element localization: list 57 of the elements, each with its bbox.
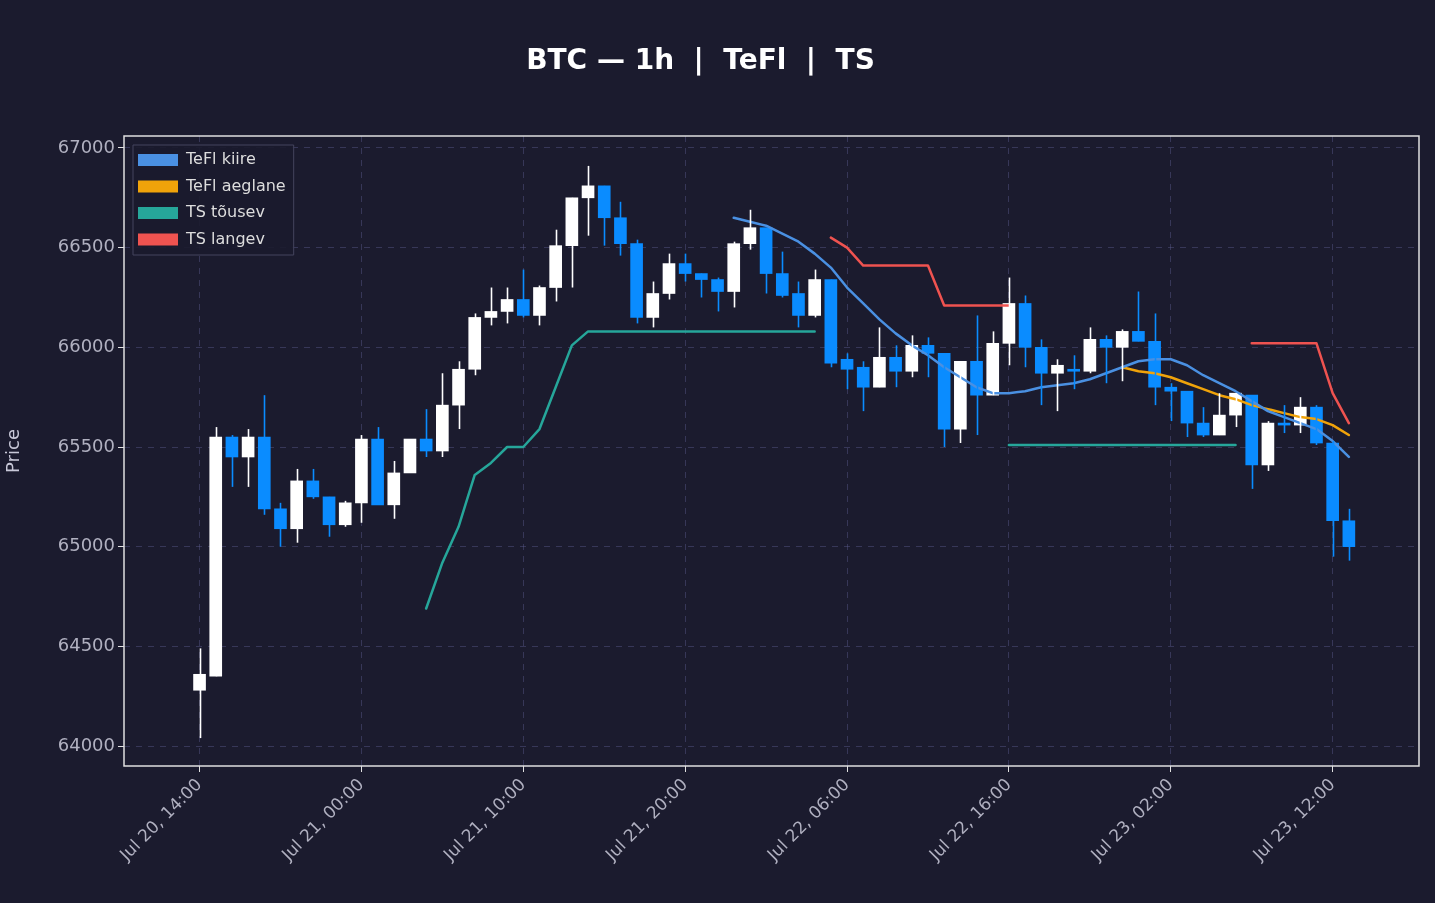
candlestick (727, 240, 741, 309)
candlestick (290, 468, 303, 544)
candlestick (1326, 440, 1339, 558)
candlestick (549, 228, 562, 303)
candlestick (1067, 354, 1080, 390)
candlestick (1051, 358, 1064, 412)
candlestick (436, 372, 449, 458)
y-tick-label: 64000 (57, 733, 115, 755)
candlestick (1034, 338, 1048, 406)
candlestick (387, 460, 401, 520)
candlestick (193, 647, 206, 739)
legend-label: TeFl kiire (185, 149, 256, 169)
candlestick (808, 268, 821, 319)
y-tick-label: 66500 (57, 235, 115, 257)
candlestick (257, 394, 271, 516)
candlestick (873, 326, 886, 388)
candlestick (371, 426, 384, 506)
candlestick (792, 280, 805, 329)
candlestick (678, 252, 692, 283)
candlestick (630, 238, 643, 325)
candlestick (986, 330, 1000, 396)
candlestick (646, 280, 660, 329)
chart-title: BTC — 1h | TeFl | TS (526, 43, 875, 77)
legend-label: TS langev (185, 228, 265, 248)
candlestick (338, 500, 352, 528)
candlestick (889, 344, 902, 388)
y-tick-label: 65500 (57, 434, 115, 456)
legend-label: TeFl aeglane (185, 175, 286, 195)
candlestick (856, 360, 870, 412)
y-axis-title: Price (2, 429, 24, 473)
y-tick-label: 65000 (57, 534, 115, 556)
candlestick (1099, 334, 1113, 385)
candlestick (711, 276, 724, 313)
candlestick (274, 502, 287, 548)
candlestick (695, 272, 708, 299)
candlestick (775, 250, 789, 299)
candlestick (840, 352, 854, 390)
candlestick (533, 284, 546, 327)
candlestick (597, 185, 611, 247)
candlestick (1164, 382, 1178, 422)
candlestick (905, 334, 919, 379)
candlestick (1213, 392, 1226, 436)
candlestick (403, 438, 417, 474)
candlestick (209, 426, 223, 678)
legend-label: TS tõusev (185, 202, 265, 222)
candlestick (1132, 290, 1145, 343)
candlestick (614, 200, 627, 257)
candlestick (1115, 328, 1129, 383)
candlestick (468, 312, 482, 377)
candlestick (516, 268, 530, 319)
candlestick (355, 434, 368, 524)
y-tick-label: 66000 (57, 335, 115, 356)
y-tick-label: 64500 (57, 634, 115, 656)
candlestick (954, 360, 967, 444)
y-tick-label: 67000 (57, 135, 115, 157)
candlestick (452, 360, 465, 430)
candlestick (484, 286, 498, 327)
